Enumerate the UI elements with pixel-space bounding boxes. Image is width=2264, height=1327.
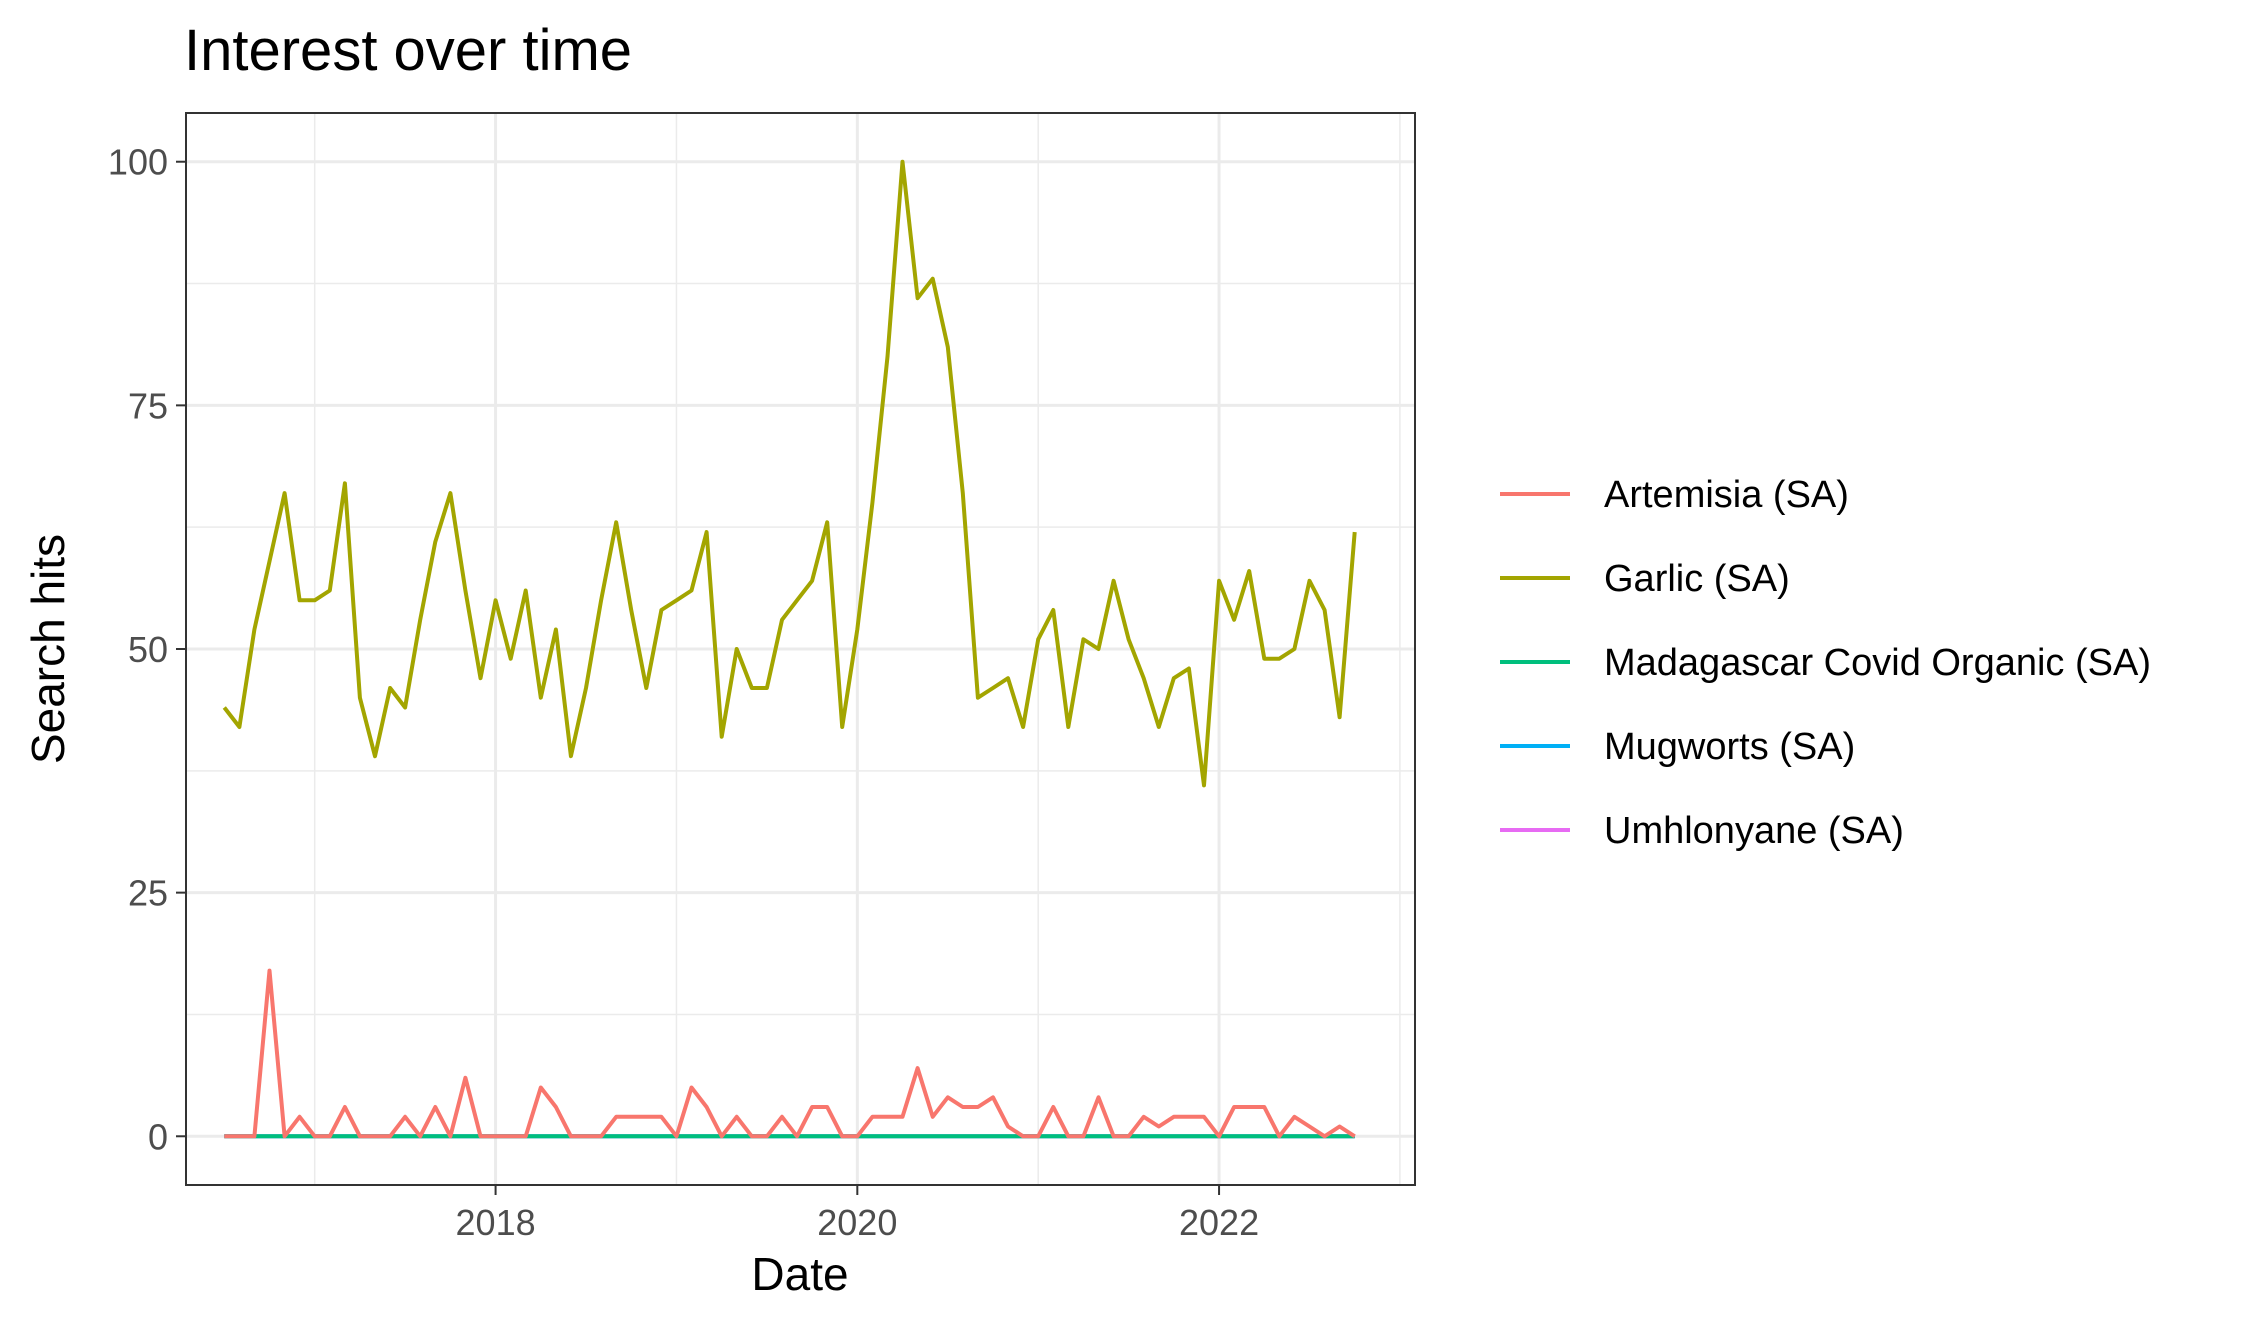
y-axis-title: Search hits [22,534,74,764]
legend-label: Mugworts (SA) [1604,726,1855,768]
series-line-garlic-sa [222,159,1357,788]
chart-title: Interest over time [184,18,632,83]
y-tick-label: 0 [148,1116,168,1157]
series-lines [222,159,1357,1139]
x-tick-label: 2020 [817,1202,897,1243]
y-tick-label: 25 [128,873,168,914]
legend: Artemisia (SA) Garlic (SA) Madagascar Covi… [1500,474,2151,852]
y-tick-label: 100 [108,142,168,183]
x-axis-title: Date [751,1248,848,1300]
y-tick-label: 50 [128,629,168,670]
y-tick-label: 75 [128,385,168,426]
legend-label: Madagascar Covid Organic (SA) [1604,642,2151,684]
x-tick-label: 2022 [1179,1202,1259,1243]
legend-label: Umhlonyane (SA) [1604,810,1904,852]
x-tick-label: 2018 [456,1202,536,1243]
legend-label: Artemisia (SA) [1604,474,1849,516]
x-axis: 2018 2020 2022 [456,1185,1259,1243]
legend-label: Garlic (SA) [1604,558,1790,600]
y-axis: 0 25 50 75 100 [108,142,186,1157]
series-line-artemisia-sa [224,968,1356,1139]
